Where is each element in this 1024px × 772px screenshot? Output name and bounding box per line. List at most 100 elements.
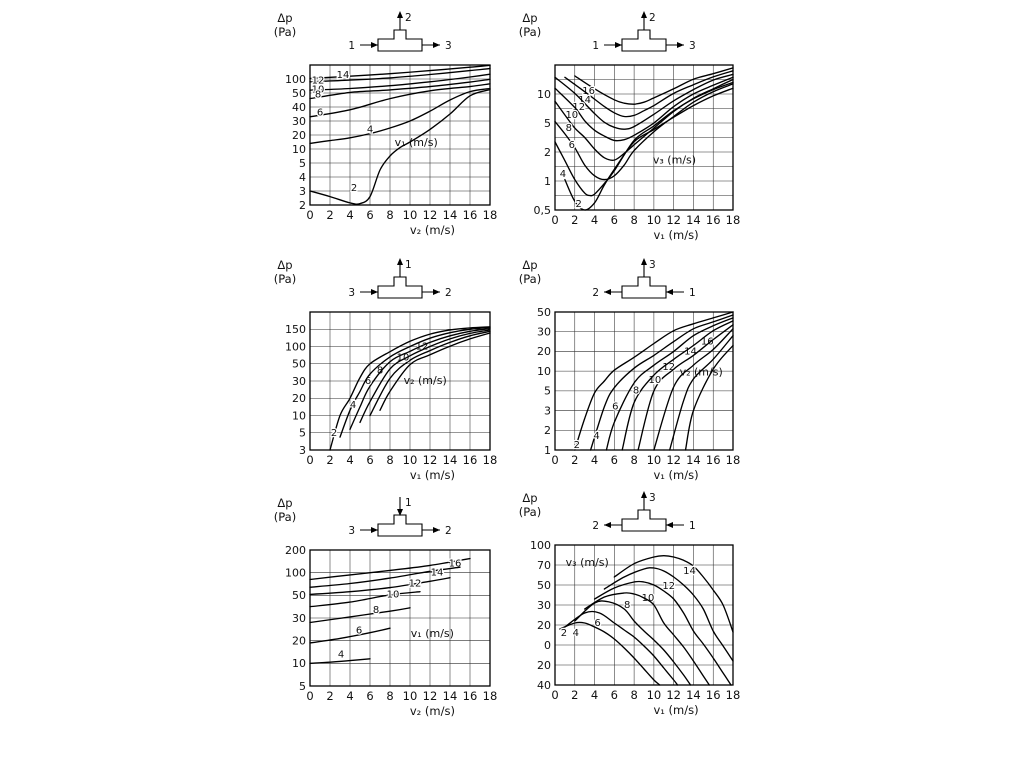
- y-tick-label: 5: [544, 117, 551, 130]
- y-tick-label: 20: [537, 619, 551, 632]
- curve-label: 10: [387, 589, 400, 600]
- chart-5-straight-converging-curve-8: [309, 607, 411, 624]
- branch-port-number: 2: [405, 12, 412, 24]
- right-arrow-in-icon: [666, 289, 673, 295]
- x-tick-label: 6: [611, 453, 618, 467]
- x-tick-label: 6: [611, 688, 618, 702]
- y-tick-label: 30: [292, 612, 306, 625]
- curve-label: 6: [317, 108, 323, 119]
- x-tick-label: 14: [443, 689, 458, 703]
- right-port-number: 1: [689, 287, 696, 299]
- left-arrow-in-icon: [371, 289, 378, 295]
- x-tick-label: 16: [706, 688, 721, 702]
- x-tick-label: 16: [463, 208, 478, 222]
- y-tick-label: 2: [544, 424, 551, 437]
- chart-5-straight-converging-curve-6: [309, 627, 391, 644]
- x-tick-label: 8: [630, 213, 637, 227]
- right-port-number: 1: [689, 520, 696, 532]
- curve-label: 8: [633, 385, 639, 396]
- chart-3-main-converging-curve-8: [359, 329, 491, 424]
- curve-label: 6: [594, 618, 600, 629]
- parameter-axis-label: v₂ (m/s): [680, 365, 723, 378]
- curve-label: 10: [649, 375, 662, 386]
- chart-2-branch-diverging-curve-10: [554, 76, 734, 142]
- x-tick-label: 12: [423, 689, 438, 703]
- curve-label: 14: [683, 566, 696, 577]
- plot-frame: [554, 544, 734, 686]
- branch-arrow-up-icon: [397, 258, 403, 265]
- curve-label: 4: [560, 169, 566, 180]
- y-tick-label: 30: [537, 599, 551, 612]
- tee-outline: [621, 276, 667, 299]
- y-tick-label: 50: [537, 579, 551, 592]
- left-arrow-out-icon: [604, 522, 611, 528]
- right-port-number: 3: [689, 40, 696, 52]
- x-tick-label: 2: [326, 208, 333, 222]
- y-axis-title: Δp: [277, 11, 292, 25]
- tee-outline: [621, 29, 667, 52]
- x-tick-label: 0: [551, 453, 558, 467]
- x-axis-title: v₁ (m/s): [653, 468, 698, 482]
- curve-label: 14: [337, 70, 350, 81]
- chart-6-straight-diverging-curve-10: [593, 580, 732, 686]
- x-tick-label: 2: [326, 689, 333, 703]
- y-tick-label: 3: [544, 404, 551, 417]
- x-tick-label: 8: [630, 453, 637, 467]
- x-axis-title: v₂ (m/s): [410, 223, 455, 237]
- y-tick-label: 100: [285, 340, 306, 353]
- plot-frame: [309, 549, 491, 687]
- x-tick-label: 8: [386, 689, 393, 703]
- x-tick-label: 0: [551, 688, 558, 702]
- y-tick-label: 40: [292, 101, 306, 114]
- y-tick-label: 20: [292, 634, 306, 647]
- y-tick-label: 20: [537, 345, 551, 358]
- chart-3-main-converging-curve-4: [339, 326, 491, 438]
- x-tick-label: 12: [666, 453, 681, 467]
- x-tick-label: 14: [686, 213, 701, 227]
- curve-label: 8: [373, 605, 379, 616]
- y-tick-label: 3: [299, 444, 306, 457]
- tee-outline: [621, 509, 667, 532]
- left-port-number: 3: [348, 525, 355, 537]
- left-port-number: 2: [592, 520, 599, 532]
- y-tick-label: 20: [292, 129, 306, 142]
- x-tick-label: 8: [386, 208, 393, 222]
- chart-2-branch-diverging-curve-16: [574, 67, 734, 105]
- x-tick-label: 6: [611, 213, 618, 227]
- plot-frame: [554, 64, 734, 211]
- y-axis-title-units: (Pa): [274, 272, 296, 286]
- y-tick-label: 2: [299, 199, 306, 212]
- y-tick-label: 30: [537, 326, 551, 339]
- y-tick-label: 5: [544, 385, 551, 398]
- x-tick-label: 10: [403, 689, 418, 703]
- chart-3-main-converging-curve-6: [349, 327, 491, 430]
- curve-label: 6: [356, 625, 362, 636]
- y-tick-label: 4: [299, 171, 306, 184]
- curve-label: 16: [582, 86, 595, 97]
- chart-6-straight-diverging-curve-2: [559, 621, 661, 686]
- x-tick-label: 14: [443, 453, 458, 467]
- left-port-number: 1: [592, 40, 599, 52]
- tee-outline: [377, 29, 423, 52]
- tee-junction-icon: 2 1 3: [592, 11, 696, 52]
- x-tick-label: 12: [423, 453, 438, 467]
- chart-4-main-diverging-curve-2: [574, 311, 734, 451]
- chart-6-straight-diverging-curve-6: [574, 600, 692, 686]
- x-tick-label: 8: [630, 688, 637, 702]
- grid-lines: [309, 64, 491, 206]
- x-tick-label: 16: [706, 453, 721, 467]
- right-arrow-out-icon: [677, 42, 684, 48]
- branch-port-number: 3: [649, 492, 656, 504]
- chart-5-straight-converging-curve-4: [309, 658, 371, 664]
- y-tick-label: 200: [285, 544, 306, 557]
- y-tick-label: 100: [285, 73, 306, 86]
- tee-outline: [377, 514, 423, 537]
- chart-1-branch-converging-curve-14: [309, 64, 491, 80]
- x-tick-label: 18: [483, 208, 498, 222]
- branch-arrow-up-icon: [641, 491, 647, 498]
- grid-lines: [554, 544, 734, 686]
- curve-label: 4: [367, 124, 373, 135]
- y-tick-label: 1: [544, 444, 551, 457]
